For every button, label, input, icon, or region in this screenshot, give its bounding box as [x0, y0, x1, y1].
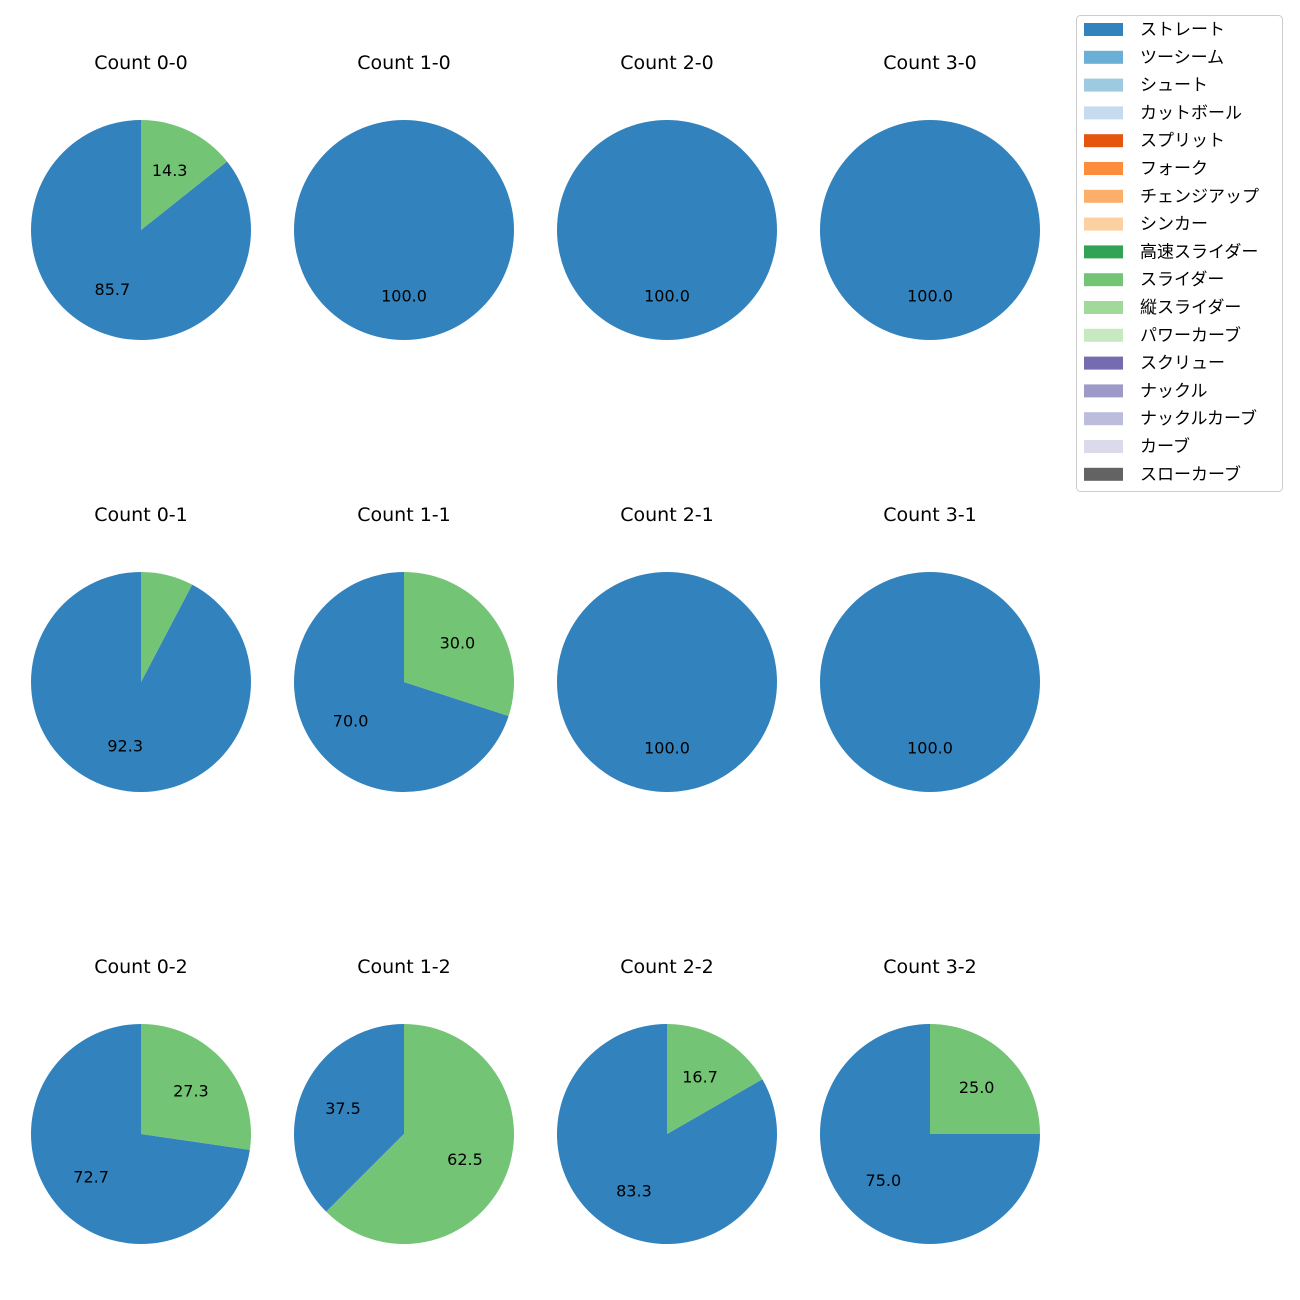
legend-label: シュート	[1140, 76, 1208, 96]
legend-label: スクリュー	[1140, 354, 1225, 374]
legend-swatch	[1084, 50, 1123, 64]
pie-title: Count 3-2	[883, 956, 977, 978]
pie-slice	[930, 1024, 1040, 1134]
legend-swatch	[1084, 23, 1123, 36]
pie-slice	[31, 1024, 250, 1244]
pie-title: Count 1-2	[357, 956, 451, 978]
pie-chart: Count 1-1 70.0 30.0	[293, 504, 514, 792]
legend-swatch	[1084, 134, 1123, 148]
pie-slice	[667, 1024, 763, 1134]
pie-chart: Count 1-2 37.5 62.5	[294, 956, 515, 1244]
pie-title: Count 2-0	[620, 52, 714, 74]
legend-label: ナックル	[1140, 381, 1208, 401]
slice-label: 25.0	[959, 1078, 995, 1097]
legend-frame	[1076, 15, 1283, 492]
pie-slice	[820, 120, 1040, 340]
pie-title: Count 1-1	[357, 504, 451, 526]
pie-slice	[557, 120, 777, 340]
slice-label: 62.5	[447, 1150, 483, 1169]
pie-title: Count 3-1	[883, 504, 977, 526]
legend-swatch	[1084, 189, 1123, 203]
pie-chart: Count 2-2 83.3 16.7	[556, 956, 777, 1244]
slice-label: 100.0	[644, 739, 690, 758]
pie-slice	[141, 119, 228, 230]
legend-label: チェンジアップ	[1140, 187, 1259, 207]
pie-slice	[293, 572, 509, 792]
legend-swatch	[1084, 78, 1123, 92]
pie-chart: Count 3-0 100.0	[820, 52, 1040, 340]
legend-swatch	[1084, 356, 1123, 370]
legend-swatch	[1084, 273, 1123, 287]
legend-label: ナックルカーブ	[1140, 408, 1257, 429]
pie-title: Count 2-2	[620, 956, 714, 978]
pie-chart: Count 2-1 100.0	[557, 504, 777, 792]
legend-label: パワーカーブ	[1140, 325, 1241, 346]
legend-label: スプリット	[1140, 131, 1225, 151]
pie-title: Count 2-1	[620, 504, 714, 526]
slice-label: 70.0	[333, 711, 369, 730]
legend-label: ツーシーム	[1140, 48, 1224, 68]
pie-slice	[404, 572, 514, 716]
legend-swatch	[1084, 106, 1123, 120]
slice-label: 92.3	[107, 737, 143, 756]
slice-label: 27.3	[173, 1081, 209, 1100]
pie-slice	[326, 1024, 515, 1244]
slice-label: 100.0	[644, 287, 690, 306]
legend-label: スライダー	[1140, 270, 1224, 290]
pie-title: Count 1-0	[357, 52, 451, 74]
legend-swatch	[1084, 384, 1123, 398]
legend-swatch	[1084, 162, 1123, 175]
pie-slice	[820, 572, 1040, 792]
pie-slice	[141, 1024, 251, 1150]
pie-chart: Count 3-1 100.0	[820, 504, 1040, 792]
pie-title: Count 0-0	[94, 52, 188, 74]
legend-swatch	[1084, 328, 1123, 342]
pie-title: Count 3-0	[883, 52, 977, 74]
pie-slice	[556, 1024, 777, 1244]
pie-slice	[30, 572, 251, 792]
slice-label: 85.7	[95, 280, 131, 299]
pie-chart: Count 0-2 72.7 27.3	[31, 956, 251, 1244]
slice-label: 16.7	[682, 1067, 718, 1086]
slice-label: 100.0	[381, 287, 427, 306]
pie-title: Count 0-2	[94, 956, 188, 978]
legend-swatch	[1084, 245, 1123, 259]
slice-label: 14.3	[152, 161, 188, 180]
legend-label: フォーク	[1140, 159, 1208, 179]
legend: ストレートツーシームシュートカットボールスプリットフォークチェンジアップシンカー…	[1076, 15, 1283, 492]
legend-label: ストレート	[1140, 20, 1225, 40]
pie-chart: Count 1-0 100.0	[294, 52, 514, 340]
slice-label: 100.0	[907, 739, 953, 758]
legend-swatch	[1084, 217, 1123, 231]
pie-slice	[141, 572, 193, 682]
pie-chart: Count 3-2 75.0 25.0	[820, 956, 1040, 1244]
pie-chart: Count 0-0 85.7 14.3	[30, 52, 252, 340]
slice-label: 72.7	[73, 1168, 109, 1187]
legend-label: シンカー	[1140, 215, 1208, 235]
legend-label: カーブ	[1140, 436, 1190, 457]
slice-label: 100.0	[907, 287, 953, 306]
pie-slice	[294, 120, 514, 340]
pie-title: Count 0-1	[94, 504, 188, 526]
pie-slice	[294, 1024, 404, 1212]
legend-label: スローカーブ	[1140, 464, 1241, 485]
slice-label: 30.0	[440, 634, 476, 653]
legend-label: 縦スライダー	[1140, 298, 1241, 318]
legend-label: カットボール	[1140, 103, 1242, 123]
legend-label: 高速スライダー	[1140, 242, 1258, 262]
slice-label: 75.0	[866, 1171, 902, 1190]
pie-chart: Count 2-0 100.0	[557, 52, 777, 340]
legend-swatch	[1084, 301, 1123, 314]
slice-label: 83.3	[616, 1182, 652, 1201]
pie-chart: Count 0-1 92.3	[30, 504, 251, 792]
legend-swatch	[1084, 440, 1123, 453]
slice-label: 37.5	[325, 1099, 361, 1118]
legend-swatch	[1084, 467, 1123, 481]
legend-swatch	[1084, 412, 1123, 426]
pie-slice	[557, 572, 777, 792]
